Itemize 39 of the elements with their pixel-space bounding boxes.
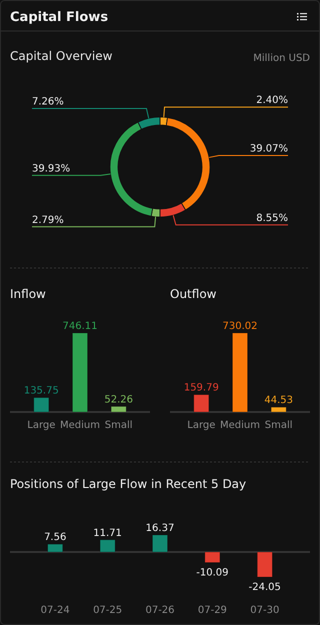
text: Million USD [253,53,310,64]
data-label: -24.05 [248,582,281,593]
x-tick-label: Large [27,420,56,431]
x-tick-label: 07-30 [250,605,280,616]
x-tick-label: Medium [220,420,260,431]
data-label: 52.26 [104,394,133,406]
data-label: 159.79 [184,382,219,394]
data-label: 135.75 [24,386,59,397]
chart-title: Inflow [10,287,46,301]
data-label: 44.53 [264,395,293,406]
x-tick-label: Medium [60,420,100,431]
bar [152,534,168,552]
data-label: -10.09 [196,567,229,578]
x-tick-label: 07-24 [40,605,70,616]
bar [204,552,220,563]
data-label: 7.26% [32,96,64,108]
x-tick-label: Large [187,420,216,431]
x-tick-label: Small [104,420,133,431]
data-label: 7.56 [44,532,66,544]
x-tick-label: 07-29 [198,605,227,616]
chart-title: Positions of Large Flow in Recent 5 Day [10,477,246,491]
data-label: 16.37 [146,523,174,534]
bar [100,540,116,552]
data-label: 730.02 [222,321,258,332]
data-label: 746.11 [62,321,98,332]
data-label: 11.71 [93,528,122,539]
x-tick-label: 07-25 [93,605,122,616]
data-label: 39.93% [32,163,70,174]
x-tick-label: Small [264,420,293,431]
chart-title: Outflow [170,287,217,301]
bar [47,544,63,552]
data-label: 2.79% [32,214,64,226]
chart-subtitle: Capital Overview [10,49,113,63]
data-label: 2.40% [256,95,288,106]
bar [257,552,273,578]
chart-title: Capital Flows [10,10,108,25]
data-label: 39.07% [250,144,288,155]
x-tick-label: 07-26 [145,605,175,616]
data-label: 8.55% [256,212,288,224]
